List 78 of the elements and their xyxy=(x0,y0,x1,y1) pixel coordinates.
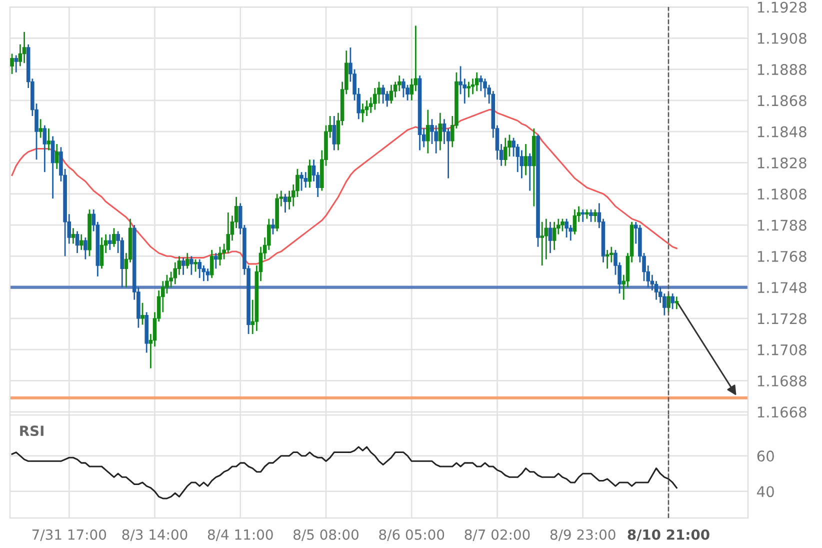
candlestick xyxy=(585,208,589,220)
text: RSI xyxy=(20,426,44,436)
candlestick xyxy=(10,53,14,75)
candlestick xyxy=(140,302,144,326)
candlestick xyxy=(564,218,568,238)
y-tick-label: 1.1928 xyxy=(758,2,806,13)
y-tick-label: 1.1848 xyxy=(758,126,806,138)
candlestick xyxy=(218,246,222,266)
candlestick xyxy=(198,258,202,279)
candlestick xyxy=(593,208,597,223)
y-tick-label: 1.1728 xyxy=(758,313,806,324)
candlestick xyxy=(426,109,430,154)
y-tick-label: 1.1768 xyxy=(758,250,806,262)
x-tick-label: 8/9 23:00 xyxy=(550,529,616,541)
candlestick xyxy=(112,227,116,248)
candlestick xyxy=(540,221,544,266)
candlestick xyxy=(194,258,198,272)
candlestick xyxy=(14,54,18,74)
candlestick xyxy=(381,84,385,104)
candlestick xyxy=(22,31,26,64)
candlestick xyxy=(580,208,585,223)
candlestick xyxy=(504,137,508,167)
candlestick xyxy=(389,84,394,104)
y-tick-label: 1.1908 xyxy=(758,32,806,44)
y-tick-label: 1.1868 xyxy=(758,95,806,106)
x-tick-label: 8/7 02:00 xyxy=(464,529,530,541)
candlestick xyxy=(466,81,471,98)
y-tick-label: 60 xyxy=(757,450,774,462)
candlestick xyxy=(670,292,674,310)
candlestick xyxy=(308,158,312,188)
line-series xyxy=(11,446,678,500)
candlestick xyxy=(214,252,218,270)
y-tick-label: 40 xyxy=(757,486,774,498)
candlestick xyxy=(524,143,528,176)
y-tick-label: 1.1708 xyxy=(758,344,806,356)
candlestick xyxy=(46,128,51,151)
candlestick xyxy=(548,221,552,254)
candlestick xyxy=(190,255,194,276)
y-tick-label: 1.1688 xyxy=(758,375,806,386)
x-tick-label: 7/31 17:00 xyxy=(32,529,106,541)
y-tick-label: 1.1828 xyxy=(758,157,806,168)
candlestick xyxy=(552,221,556,251)
candlestick xyxy=(108,234,112,251)
candlestick xyxy=(332,115,336,151)
candlestick xyxy=(181,257,186,276)
x-tick-label: 8/5 08:00 xyxy=(294,529,358,541)
candlestick xyxy=(210,249,214,279)
candlestick xyxy=(474,72,479,92)
candlestick xyxy=(100,236,104,270)
candlestick xyxy=(528,152,532,192)
candlestick xyxy=(79,234,84,251)
candlestick xyxy=(589,208,593,223)
x-tick-label: 8/3 14:00 xyxy=(122,529,188,541)
y-tick-label: 1.1788 xyxy=(758,220,806,231)
candlestick xyxy=(271,218,275,236)
y-tick-label: 1.1748 xyxy=(758,282,806,294)
x-tick-label: 8/4 11:00 xyxy=(208,529,273,541)
candlestick xyxy=(38,118,42,139)
candlestick xyxy=(304,171,308,188)
candlestick xyxy=(402,78,406,98)
x-tick-label: 8/6 05:00 xyxy=(379,529,444,541)
candlestick xyxy=(300,171,304,192)
candlestick xyxy=(283,193,288,214)
y-tick-label: 1.1808 xyxy=(758,188,806,200)
candlestick xyxy=(50,136,55,200)
x-tick-label: 8/10 21:00 xyxy=(628,529,710,541)
candlestick xyxy=(572,208,577,236)
candlestick xyxy=(75,230,80,254)
candlestick xyxy=(71,227,76,244)
y-tick-label: 1.1888 xyxy=(758,64,806,76)
candlestick xyxy=(438,112,442,151)
candlestick xyxy=(84,236,88,260)
candlestick xyxy=(560,218,564,232)
y-tick-label: 1.1668 xyxy=(758,406,806,418)
candlestick xyxy=(674,296,679,310)
candlestick xyxy=(54,143,59,170)
candlestick xyxy=(42,124,47,173)
candlestick xyxy=(185,252,190,270)
